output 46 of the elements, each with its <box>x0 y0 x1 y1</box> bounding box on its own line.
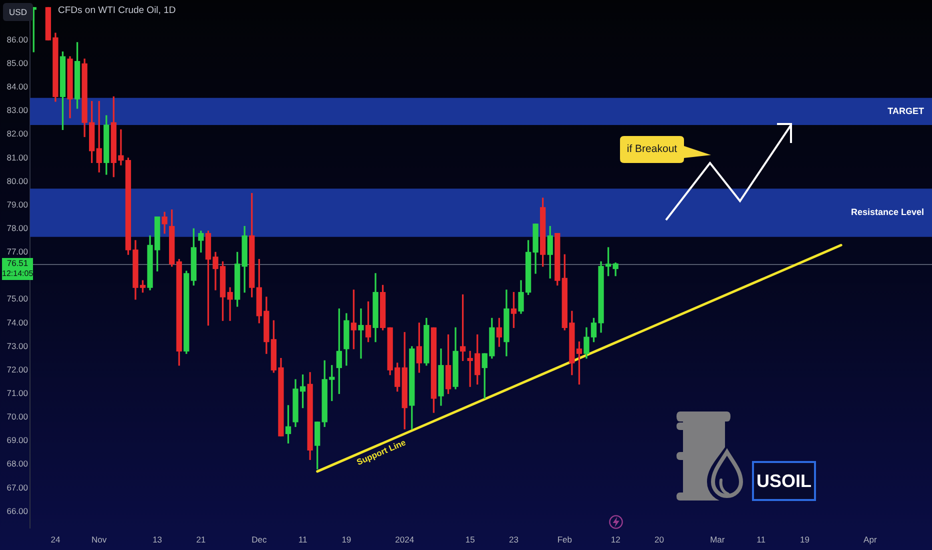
y-tick-label: 74.00 <box>6 317 28 328</box>
band-label: TARGET <box>888 106 924 116</box>
y-tick-label: 73.00 <box>6 340 28 351</box>
y-tick-label: 84.00 <box>6 82 28 92</box>
x-tick-label: 11 <box>756 534 766 544</box>
annotation: if Breakout <box>626 142 678 157</box>
y-tick-label: 86.00 <box>6 34 28 44</box>
x-tick-label: 12 <box>610 534 621 544</box>
y-tick-label: 68.00 <box>6 458 28 469</box>
x-tick-label: 19 <box>800 534 810 544</box>
x-tick-label: 24 <box>50 534 60 544</box>
y-tick-label: 72.00 <box>6 364 28 374</box>
y-tick-label: 71.00 <box>6 388 28 398</box>
x-tick-label: 21 <box>196 534 206 544</box>
band-label: Resistance Level <box>850 207 924 218</box>
x-tick-label: 20 <box>654 534 664 544</box>
x-tick-label: 2024 <box>395 534 414 544</box>
y-tick-label: 77.00 <box>6 246 28 257</box>
annotation: 12:14:05 <box>2 268 34 280</box>
x-tick-label: 19 <box>342 534 352 544</box>
x-tick-label: Dec <box>252 534 268 544</box>
y-tick-label: 69.00 <box>6 435 28 446</box>
x-tick-label: 13 <box>152 534 162 544</box>
y-tick-label: 79.00 <box>6 199 28 210</box>
y-tick-label: 80.00 <box>6 176 28 186</box>
x-tick-label: Mar <box>710 534 725 544</box>
y-tick-label: 82.00 <box>6 128 28 139</box>
x-tick-label: 15 <box>465 534 476 544</box>
y-tick-label: 78.00 <box>6 223 28 234</box>
x-tick-label: Apr <box>864 534 877 544</box>
chart-title: CFDs on WTI Crude Oil, 1D <box>58 5 176 16</box>
ref-line-label: 76.51 <box>2 258 33 269</box>
y-tick-label: 83.00 <box>6 105 28 116</box>
y-tick-label: 75.00 <box>6 294 28 304</box>
annotation: USOIL <box>752 461 816 501</box>
y-tick-label: 66.00 <box>6 506 28 516</box>
x-tick-label: Feb <box>557 534 572 544</box>
y-tick-label: 85.00 <box>6 58 28 68</box>
y-axis-title: USD <box>3 3 33 21</box>
candlestick <box>358 308 364 359</box>
x-tick-label: Nov <box>92 534 108 544</box>
y-tick-label: 81.00 <box>6 152 28 162</box>
x-tick-label: 11 <box>298 534 308 544</box>
x-tick-label: 23 <box>509 534 519 544</box>
y-tick-label: 70.00 <box>6 412 28 422</box>
y-tick-label: 67.00 <box>6 482 28 492</box>
